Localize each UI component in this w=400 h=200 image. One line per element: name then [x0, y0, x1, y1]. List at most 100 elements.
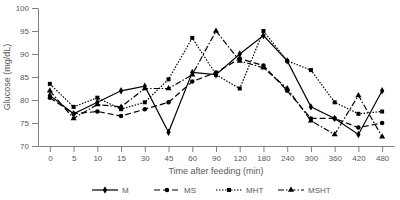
- x-tick: 180: [257, 146, 271, 163]
- series-marker: [190, 69, 194, 76]
- x-tick-label: 60: [188, 154, 197, 163]
- x-tick: 5: [72, 146, 77, 163]
- series-marker: [94, 101, 100, 106]
- y-axis: 70 75 80 85 90 95 100: [16, 4, 39, 151]
- x-tick-mark: [169, 146, 170, 152]
- series-marker: [143, 100, 147, 104]
- y-tick: 80: [20, 96, 38, 105]
- y-tick: 95: [20, 27, 38, 36]
- y-tick-mark: [32, 54, 38, 55]
- x-tick-mark: [240, 146, 241, 152]
- legend-entry: MHT: [216, 186, 263, 195]
- x-tick: 15: [117, 146, 126, 163]
- series-marker: [143, 107, 148, 112]
- x-tick-mark: [358, 146, 359, 152]
- legend-entry: M: [92, 186, 129, 195]
- series-line: [50, 31, 382, 114]
- x-axis: 05101530456090120180240300360420480: [39, 146, 395, 163]
- series-marker: [48, 95, 53, 100]
- legend-marker: [165, 188, 170, 193]
- x-tick-mark: [192, 146, 193, 152]
- x-tick: 120: [234, 146, 248, 163]
- x-tick-mark: [97, 146, 98, 152]
- series-marker: [118, 103, 124, 108]
- series-marker: [285, 57, 289, 64]
- series-marker: [332, 116, 337, 121]
- x-tick: 90: [212, 146, 221, 163]
- legend-marker: [288, 186, 294, 191]
- x-tick-label: 15: [117, 154, 126, 163]
- y-tick: 85: [20, 73, 38, 82]
- x-tick-label: 30: [141, 154, 150, 163]
- x-tick: 0: [48, 146, 53, 163]
- series-marker: [72, 105, 76, 109]
- plot-area: 70 75 80 85 90 95 100 0 5 10 15 30 45 60 90 120 180 240 30…: [16, 4, 395, 163]
- legend-entry: MSHT: [278, 186, 331, 195]
- series-marker: [142, 85, 148, 90]
- x-tick-mark: [335, 146, 336, 152]
- x-tick-mark: [287, 146, 288, 152]
- y-tick-label: 75: [20, 119, 29, 128]
- series-marker: [284, 85, 290, 90]
- x-tick-label: 420: [352, 154, 366, 163]
- series-marker: [356, 112, 360, 116]
- series-marker: [95, 96, 99, 100]
- legend-label: MSHT: [308, 186, 331, 195]
- y-tick-label: 100: [16, 4, 30, 13]
- series-marker: [119, 87, 123, 94]
- series-marker: [165, 85, 171, 90]
- y-tick-label: 70: [20, 142, 29, 151]
- x-tick: 240: [281, 146, 295, 163]
- x-tick-mark: [263, 146, 264, 152]
- y-axis-title: Glucose (mg/dL): [2, 44, 12, 111]
- series-marker: [190, 79, 195, 84]
- series-marker: [285, 59, 289, 63]
- series-marker: [166, 128, 170, 135]
- y-tick-label: 80: [20, 96, 29, 105]
- series-marker: [119, 114, 124, 119]
- series-line: [50, 59, 382, 128]
- series-marker: [238, 87, 242, 91]
- x-tick-label: 300: [305, 154, 319, 163]
- series-marker: [237, 57, 243, 62]
- x-tick-mark: [74, 146, 75, 152]
- y-tick-label: 90: [20, 50, 29, 59]
- series-marker: [309, 103, 313, 110]
- series-marker: [260, 64, 266, 69]
- series-line: [50, 31, 382, 137]
- x-tick-label: 240: [281, 154, 295, 163]
- series-marker: [308, 117, 314, 122]
- series-marker: [190, 36, 194, 40]
- x-tick: 10: [93, 146, 102, 163]
- series-marker: [356, 131, 360, 138]
- x-tick: 480: [376, 146, 390, 163]
- series-marker: [261, 29, 265, 33]
- x-tick-label: 5: [72, 154, 77, 163]
- legend: MMSMHTMSHT: [92, 186, 331, 195]
- series-group: [47, 27, 385, 138]
- legend-label: MHT: [246, 186, 263, 195]
- x-tick: 60: [188, 146, 197, 163]
- x-tick-label: 0: [48, 154, 53, 163]
- series-marker: [71, 115, 77, 120]
- x-tick-mark: [216, 146, 217, 152]
- series-marker: [380, 121, 385, 126]
- x-tick-label: 45: [165, 154, 174, 163]
- series-marker: [213, 27, 219, 32]
- legend-marker: [227, 188, 231, 192]
- x-tick: 45: [165, 146, 174, 163]
- x-tick-label: 480: [376, 154, 390, 163]
- y-tick: 100: [16, 4, 38, 13]
- x-tick-mark: [121, 146, 122, 152]
- series-marker: [380, 110, 384, 114]
- x-tick-label: 90: [212, 154, 221, 163]
- series-marker: [166, 100, 171, 105]
- x-tick-label: 120: [234, 154, 248, 163]
- series-marker: [47, 87, 53, 92]
- x-tick: 300: [305, 146, 319, 163]
- series-marker: [332, 131, 338, 136]
- x-tick-label: 180: [257, 154, 271, 163]
- series-marker: [95, 109, 100, 114]
- y-tick-mark: [32, 77, 38, 78]
- x-tick-label: 10: [93, 154, 102, 163]
